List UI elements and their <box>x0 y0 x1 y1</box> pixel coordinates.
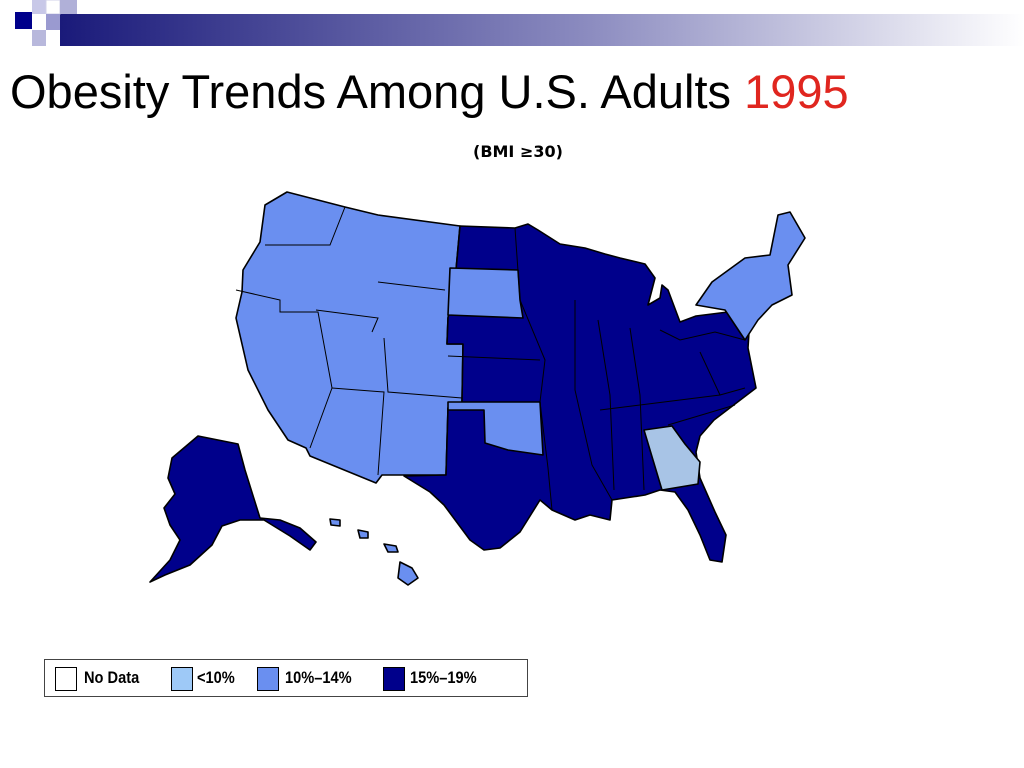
legend-label-15-19: 15%–19% <box>410 668 477 687</box>
map-region-south-dakota <box>447 267 524 319</box>
map-region-hawaii-oahu <box>357 529 369 539</box>
legend-swatch-15-19 <box>383 667 405 691</box>
header-square <box>32 0 46 14</box>
page-title: Obesity Trends Among U.S. Adults 1995 <box>10 64 849 119</box>
legend-label-lt10: <10% <box>197 668 235 687</box>
map-region-northeast <box>695 211 806 341</box>
title-main: Obesity Trends Among U.S. Adults <box>10 65 732 118</box>
legend-swatch-10-14 <box>257 667 279 691</box>
header-square <box>60 0 77 14</box>
map-region-georgia <box>643 425 701 491</box>
header-square <box>46 14 60 30</box>
header-decoration <box>15 0 1024 46</box>
map-state-borders <box>235 206 746 511</box>
map-region-oklahoma <box>447 401 544 456</box>
title-year: 1995 <box>744 65 849 118</box>
legend-swatch-no-data <box>55 667 77 691</box>
header-square <box>32 14 46 30</box>
header-square <box>46 30 60 46</box>
map-region-west <box>235 191 464 484</box>
header-square <box>15 12 32 29</box>
map-region-hawaii-big <box>397 561 419 586</box>
header-square <box>32 30 46 46</box>
legend-label-no-data: No Data <box>84 668 140 687</box>
map-legend: No Data <10% 10%–14% 15%–19% <box>44 659 528 697</box>
map-region-hawaii-kauai <box>329 518 341 527</box>
map-region-hawaii-maui <box>383 543 399 553</box>
legend-label-10-14: 10%–14% <box>285 668 352 687</box>
header-square <box>15 30 32 46</box>
legend-swatch-lt10 <box>171 667 193 691</box>
map-region-alaska <box>149 435 317 583</box>
header-gradient-bar <box>60 14 1024 46</box>
subtitle-bmi: (BMI ≥30) <box>473 142 563 161</box>
